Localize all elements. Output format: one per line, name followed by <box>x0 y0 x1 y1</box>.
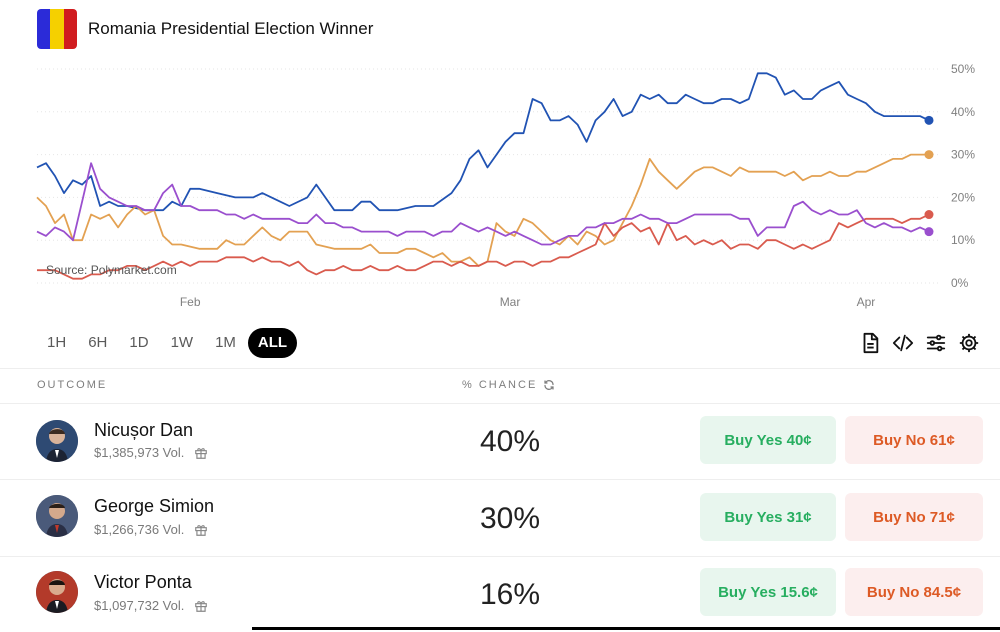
chart-source-label: Source: Polymarket.com <box>46 263 177 277</box>
x-tick-label: Mar <box>500 295 521 309</box>
y-tick-label: 30% <box>951 148 975 162</box>
avatar <box>36 571 78 613</box>
buy-yes-button[interactable]: Buy Yes 31¢ <box>700 493 836 541</box>
buy-no-button[interactable]: Buy No 71¢ <box>845 493 983 541</box>
gear-icon[interactable] <box>958 332 980 354</box>
gift-icon[interactable] <box>194 446 208 460</box>
outcome-volume: $1,097,732 Vol. <box>94 598 208 613</box>
gift-icon[interactable] <box>194 523 208 537</box>
outcome-chance: 30% <box>480 502 541 535</box>
chart-toolbar <box>848 332 980 354</box>
series-line <box>36 72 930 212</box>
x-tick-label: Feb <box>180 295 201 309</box>
buy-no-button[interactable]: Buy No 61¢ <box>845 416 983 464</box>
market-title: Romania Presidential Election Winner <box>88 19 374 38</box>
refresh-icon[interactable] <box>543 379 555 391</box>
outcome-name: George Simion <box>94 496 215 516</box>
gift-icon[interactable] <box>194 599 208 613</box>
tab-1m[interactable]: 1M <box>215 334 236 351</box>
outcome-name: Nicușor Dan <box>94 420 194 440</box>
outcome-volume-text: $1,097,732 Vol. <box>94 598 185 613</box>
price-chart[interactable]: 50% 40% 30% 20% 10% 0% Feb Mar Apr Source: Polyma… <box>0 55 1000 315</box>
time-range-tabs: 1H 6H 1D 1W 1M ALL <box>37 328 299 358</box>
column-outcome: OUTCOME <box>37 379 108 391</box>
tab-1d[interactable]: 1D <box>129 334 149 351</box>
price-chart-svg[interactable]: 50% 40% 30% 20% 10% 0% Feb Mar Apr Source: Polyma… <box>0 55 1000 315</box>
y-tick-label: 20% <box>951 190 975 204</box>
column-chance-label: % CHANCE <box>462 379 538 391</box>
outcome-volume: $1,266,736 Vol. <box>94 522 208 537</box>
series-line <box>37 213 930 280</box>
flag-stripe-yellow <box>50 9 64 49</box>
avatar <box>36 495 78 537</box>
series-end-dot <box>924 227 934 237</box>
outcome-chance: 16% <box>480 578 541 611</box>
avatar <box>36 420 78 462</box>
buy-yes-button[interactable]: Buy Yes 15.6¢ <box>700 568 836 616</box>
y-tick-label: 0% <box>951 276 969 290</box>
outcome-chance: 40% <box>480 425 541 458</box>
column-chance: % CHANCE <box>462 379 555 391</box>
buy-yes-button[interactable]: Buy Yes 40¢ <box>700 416 836 464</box>
market-header: Romania Presidential Election Winner <box>37 8 373 50</box>
flag-stripe-red <box>63 9 77 49</box>
outcome-volume: $1,385,973 Vol. <box>94 445 208 460</box>
code-icon[interactable] <box>892 332 914 354</box>
y-tick-label: 10% <box>951 233 975 247</box>
outcomes-header: OUTCOME % CHANCE <box>0 368 1000 404</box>
outcome-volume-text: $1,266,736 Vol. <box>94 522 185 537</box>
series-end-dot <box>924 115 934 125</box>
outcome-row[interactable]: Nicușor Dan $1,385,973 Vol. 40% Buy Yes … <box>0 403 1000 480</box>
series-line <box>36 162 930 246</box>
tab-1h[interactable]: 1H <box>47 334 67 351</box>
series-line <box>36 153 929 267</box>
outcome-volume-text: $1,385,973 Vol. <box>94 445 185 460</box>
outcome-row[interactable]: George Simion $1,266,736 Vol. 30% Buy Ye… <box>0 480 1000 557</box>
tab-all[interactable]: ALL <box>247 328 298 358</box>
document-icon[interactable] <box>859 332 881 354</box>
x-tick-label: Apr <box>857 295 876 309</box>
bottom-scrollbar[interactable] <box>252 627 1000 630</box>
series-end-dot <box>924 150 934 160</box>
series-end-dot <box>924 210 934 220</box>
romania-flag-icon <box>37 9 77 49</box>
tab-1w[interactable]: 1W <box>170 334 194 351</box>
flag-stripe-blue <box>37 9 51 49</box>
y-tick-label: 50% <box>951 62 975 76</box>
sliders-icon[interactable] <box>925 332 947 354</box>
buy-no-button[interactable]: Buy No 84.5¢ <box>845 568 983 616</box>
tab-6h[interactable]: 6H <box>88 334 108 351</box>
outcome-row[interactable]: Victor Ponta $1,097,732 Vol. 16% Buy Yes… <box>0 556 1000 632</box>
y-tick-label: 40% <box>951 105 975 119</box>
outcome-name: Victor Ponta <box>94 572 192 592</box>
